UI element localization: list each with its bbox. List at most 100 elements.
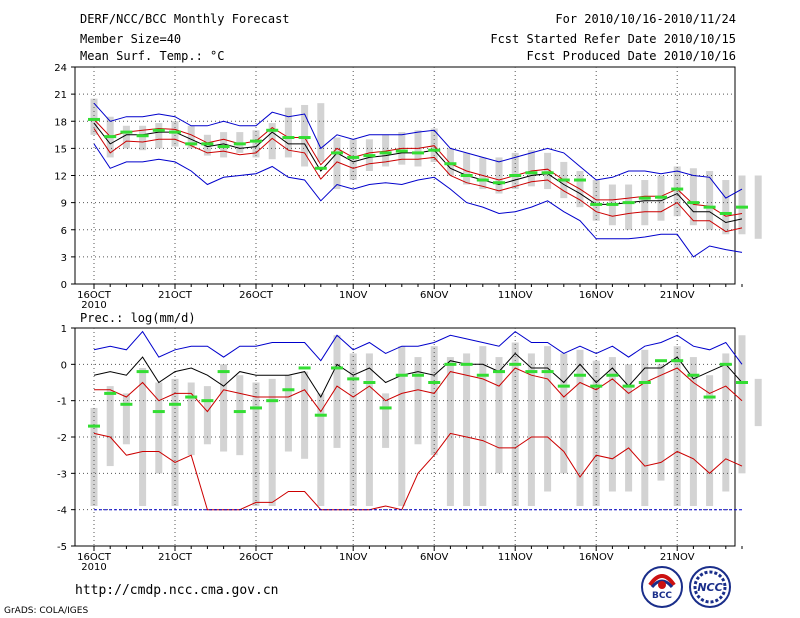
y-tick-label: 0 xyxy=(61,280,67,291)
ensemble-box xyxy=(398,346,406,507)
y-tick-label: -4 xyxy=(57,506,67,517)
ensemble-box xyxy=(187,125,195,149)
ensemble-box xyxy=(349,353,357,507)
fcst-started-label: Fcst Started Refer Date 2010/10/15 xyxy=(490,32,736,46)
ncc-logo: NCC xyxy=(688,565,732,609)
precip-panel-title: Prec.: log(mm/d) xyxy=(80,311,196,325)
ensemble-box xyxy=(527,150,535,187)
bcc-logo: BCC xyxy=(640,565,684,609)
y-tick-label: 0 xyxy=(61,360,67,371)
y-tick-label: 1 xyxy=(61,324,67,335)
bcc-logo-text: BCC xyxy=(651,591,673,601)
year-label: 2010 xyxy=(81,562,106,573)
ensemble-box xyxy=(495,357,503,474)
ensemble-box xyxy=(90,98,98,135)
forecast-period-label: For 2010/10/16-2010/11/24 xyxy=(555,12,736,26)
ensemble-box xyxy=(171,378,179,507)
ensemble-box xyxy=(641,180,649,226)
grads-credit: GrADS: COLA/IGES xyxy=(4,606,89,616)
ensemble-box xyxy=(155,123,163,149)
member-size-label: Member Size=40 xyxy=(80,32,182,46)
ensemble-box xyxy=(641,349,649,507)
x-tick-label: 21NOV xyxy=(660,552,695,563)
ensemble-box xyxy=(463,152,471,185)
ensemble-box xyxy=(284,375,292,452)
ensemble-box xyxy=(139,125,147,151)
y-tick-label: 9 xyxy=(61,199,67,210)
ensemble-box xyxy=(317,103,325,162)
x-tick-label: 21NOV xyxy=(660,290,695,301)
ensemble-box xyxy=(220,132,228,158)
ensemble-box xyxy=(317,393,325,507)
ensemble-box xyxy=(106,386,114,467)
ensemble-box xyxy=(592,360,600,507)
ensemble-box xyxy=(511,152,519,190)
series-line-ensemble-mean xyxy=(93,352,743,399)
ensemble-box xyxy=(738,175,746,235)
ensemble-box xyxy=(608,357,616,492)
ensemble-box xyxy=(301,104,309,167)
x-tick-label: 11NOV xyxy=(498,290,533,301)
x-tick-label: 1NOV xyxy=(339,552,368,563)
series-line-upper-red xyxy=(93,119,743,217)
ensemble-box xyxy=(446,357,454,507)
ensemble-box xyxy=(722,180,730,235)
ensemble-box xyxy=(673,346,681,507)
source-url[interactable]: http://cmdp.ncc.cma.gov.cn xyxy=(75,583,279,598)
ensemble-box xyxy=(268,378,276,507)
series-line-lower-blue xyxy=(93,143,743,258)
x-tick-label: 11NOV xyxy=(498,552,533,563)
ensemble-box xyxy=(706,170,714,230)
y-tick-label: 24 xyxy=(54,63,67,74)
year-label: 2010 xyxy=(81,300,106,311)
ensemble-box xyxy=(738,335,746,474)
ensemble-box xyxy=(220,364,228,452)
ensemble-box xyxy=(625,184,633,230)
ensemble-box xyxy=(706,375,714,507)
ensemble-box xyxy=(171,121,179,147)
x-tick-label: 21OCT xyxy=(158,290,193,301)
x-tick-label: 26OCT xyxy=(239,552,274,563)
ensemble-box xyxy=(122,393,130,445)
ensemble-box xyxy=(576,349,584,507)
ensemble-box xyxy=(284,107,292,158)
ensemble-box xyxy=(268,123,276,160)
ensemble-box xyxy=(139,367,147,507)
y-tick-label: -5 xyxy=(57,542,67,553)
panel-frame-0 xyxy=(74,66,736,285)
y-tick-label: 3 xyxy=(61,253,67,264)
series-line-lower-red xyxy=(93,128,743,233)
y-tick-label: 15 xyxy=(54,144,67,155)
ensemble-box xyxy=(333,137,341,190)
ensemble-box xyxy=(657,364,665,481)
ensemble-box xyxy=(463,353,471,507)
y-tick-label: -3 xyxy=(57,469,67,480)
x-tick-label: 16OCT xyxy=(77,290,112,301)
x-tick-label: 26OCT xyxy=(239,290,274,301)
y-tick-label: -2 xyxy=(57,433,67,444)
series-line-lower-red xyxy=(93,432,743,511)
x-tick-label: 21OCT xyxy=(158,552,193,563)
ncc-logo-text: NCC xyxy=(697,581,723,594)
ensemble-box xyxy=(203,386,211,445)
ensemble-box xyxy=(722,353,730,492)
ensemble-box xyxy=(625,364,633,492)
x-tick-label: 1NOV xyxy=(339,290,368,301)
y-tick-label: 21 xyxy=(54,90,67,101)
series-line-upper-red xyxy=(94,367,743,413)
x-tick-label: 6NOV xyxy=(420,290,449,301)
chart-title: DERF/NCC/BCC Monthly Forecast xyxy=(80,12,290,26)
ensemble-box xyxy=(333,335,341,448)
ensemble-box xyxy=(301,371,309,459)
x-tick-label: 16NOV xyxy=(579,290,614,301)
ensemble-box xyxy=(365,353,373,507)
ensemble-box xyxy=(689,168,697,226)
ensemble-box xyxy=(689,357,697,507)
y-tick-label: 6 xyxy=(61,226,67,237)
ensemble-box xyxy=(560,353,568,474)
ensemble-box xyxy=(187,382,195,456)
ensemble-box xyxy=(122,125,130,149)
ensemble-box xyxy=(754,175,762,239)
x-tick-label: 6NOV xyxy=(420,552,449,563)
